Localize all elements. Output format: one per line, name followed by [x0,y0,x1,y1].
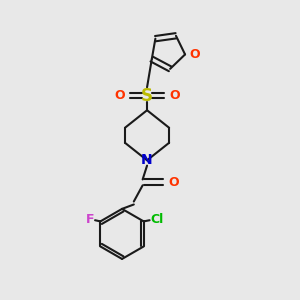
Text: O: O [169,89,180,102]
Text: S: S [141,86,153,104]
Text: O: O [190,48,200,61]
Text: Cl: Cl [150,213,164,226]
Text: O: O [114,89,125,102]
Text: F: F [86,213,94,226]
Text: O: O [168,176,179,189]
Text: N: N [141,153,153,167]
